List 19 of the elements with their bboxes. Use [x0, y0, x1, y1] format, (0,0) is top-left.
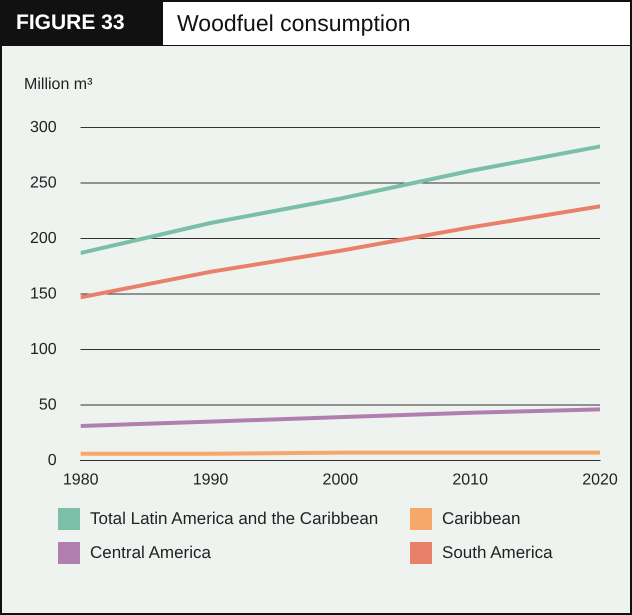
x-tick-label: 1990: [192, 471, 228, 488]
x-tick-label: 1980: [62, 471, 99, 488]
x-tick-label: 2020: [582, 471, 618, 488]
y-tick-label: 100: [30, 340, 57, 358]
y-tick-label: 150: [30, 285, 57, 302]
y-tick-label: 300: [30, 119, 57, 136]
chart-title: Woodfuel consumption: [163, 2, 630, 45]
legend-label: Central America: [90, 543, 211, 563]
legend-label: Caribbean: [442, 509, 520, 529]
x-tick-label: 2010: [452, 471, 488, 488]
y-tick-label: 250: [30, 174, 57, 192]
y-tick-label: 0: [48, 452, 57, 469]
y-axis-title: Million m³: [24, 76, 94, 94]
legend-label: Total Latin America and the Caribbean: [90, 509, 378, 529]
y-tick-label: 200: [30, 230, 57, 247]
caption: FIGURE 33: [15, 10, 126, 36]
legend-label: South America: [442, 543, 553, 563]
y-tick-label: 50: [38, 396, 57, 414]
x-tick-label: 2000: [322, 471, 358, 488]
